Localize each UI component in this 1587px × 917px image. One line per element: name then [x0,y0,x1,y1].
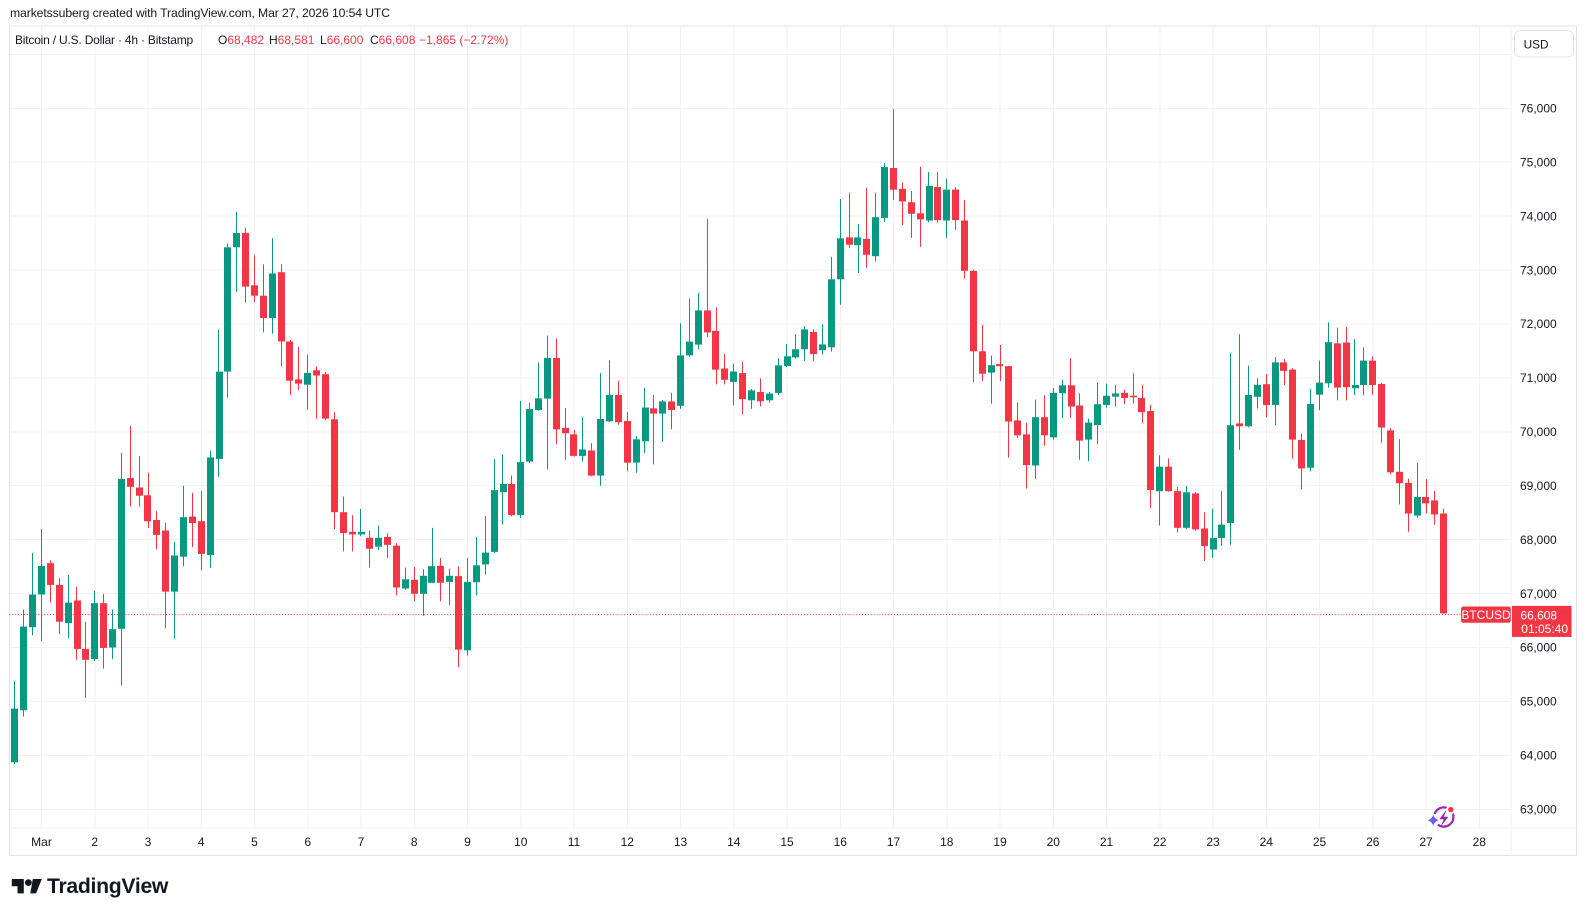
svg-text:10: 10 [514,835,528,849]
svg-text:71,000: 71,000 [1520,371,1557,385]
svg-text:16: 16 [834,835,848,849]
svg-text:23: 23 [1206,835,1220,849]
svg-text:BTCUSD: BTCUSD [1461,608,1511,622]
svg-text:69,000: 69,000 [1520,479,1557,493]
svg-text:63,000: 63,000 [1520,803,1557,817]
svg-text:75,000: 75,000 [1520,155,1557,169]
svg-text:66,608: 66,608 [1520,609,1557,623]
svg-text:TradingView: TradingView [47,875,169,898]
svg-text:11: 11 [568,835,581,849]
svg-text:6: 6 [304,835,311,849]
svg-text:24: 24 [1260,835,1274,849]
svg-text:64,000: 64,000 [1520,749,1557,763]
svg-text:7: 7 [358,835,365,849]
svg-text:USD: USD [1524,37,1549,51]
svg-text:2: 2 [91,835,98,849]
svg-text:Mar: Mar [31,835,52,849]
svg-text:8: 8 [411,835,418,849]
svg-text:67,000: 67,000 [1520,587,1557,601]
svg-text:9: 9 [464,835,471,849]
svg-text:12: 12 [621,835,635,849]
svg-text:76,000: 76,000 [1520,102,1557,116]
svg-text:26: 26 [1366,835,1380,849]
svg-text:15: 15 [780,835,794,849]
svg-text:20: 20 [1047,835,1061,849]
svg-text:C66,608: C66,608 [370,33,416,47]
svg-text:74,000: 74,000 [1520,209,1557,223]
svg-text:70,000: 70,000 [1520,425,1557,439]
svg-text:L66,600: L66,600 [320,33,364,47]
svg-text:O68,482: O68,482 [218,33,264,47]
svg-text:14: 14 [727,835,741,849]
svg-text:19: 19 [993,835,1007,849]
svg-text:4: 4 [198,835,205,849]
svg-text:01:05:40: 01:05:40 [1521,622,1568,636]
svg-text:17: 17 [887,835,901,849]
svg-text:18: 18 [940,835,954,849]
svg-text:66,000: 66,000 [1520,641,1557,655]
svg-text:73,000: 73,000 [1520,263,1557,277]
svg-text:3: 3 [145,835,152,849]
svg-text:68,000: 68,000 [1520,533,1557,547]
svg-text:−1,865 (−2.72%): −1,865 (−2.72%) [419,33,508,47]
svg-text:Bitcoin / U.S. Dollar · 4h · B: Bitcoin / U.S. Dollar · 4h · Bitstamp [15,33,194,47]
svg-text:28: 28 [1473,835,1487,849]
svg-text:H68,581: H68,581 [269,33,315,47]
svg-text:65,000: 65,000 [1520,695,1557,709]
svg-text:13: 13 [674,835,688,849]
svg-text:72,000: 72,000 [1520,317,1557,331]
svg-text:22: 22 [1153,835,1167,849]
svg-text:27: 27 [1419,835,1433,849]
svg-text:marketssuberg created with Tra: marketssuberg created with TradingView.c… [10,6,390,20]
svg-text:5: 5 [251,835,258,849]
svg-text:25: 25 [1313,835,1327,849]
svg-text:21: 21 [1100,835,1114,849]
